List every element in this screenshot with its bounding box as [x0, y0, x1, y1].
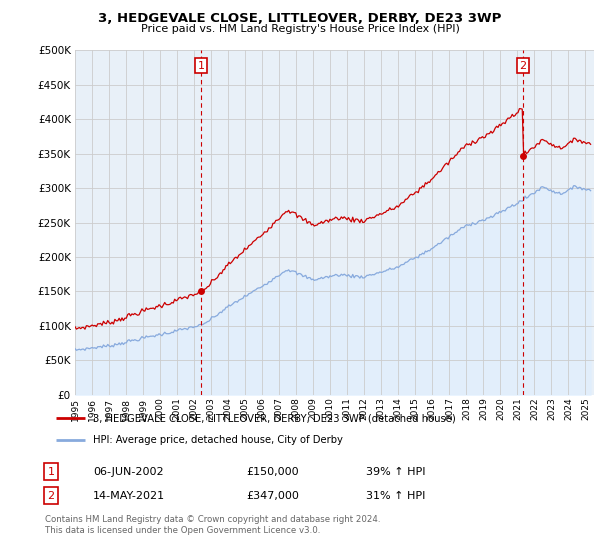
Text: Price paid vs. HM Land Registry's House Price Index (HPI): Price paid vs. HM Land Registry's House … [140, 24, 460, 34]
Text: 06-JUN-2002: 06-JUN-2002 [93, 466, 164, 477]
Text: 3, HEDGEVALE CLOSE, LITTLEOVER, DERBY, DE23 3WP: 3, HEDGEVALE CLOSE, LITTLEOVER, DERBY, D… [98, 12, 502, 25]
Text: 1: 1 [198, 60, 205, 71]
Text: 2: 2 [520, 60, 527, 71]
Text: £347,000: £347,000 [246, 491, 299, 501]
Text: 39% ↑ HPI: 39% ↑ HPI [366, 466, 425, 477]
Text: 14-MAY-2021: 14-MAY-2021 [93, 491, 165, 501]
Text: £150,000: £150,000 [246, 466, 299, 477]
Text: 1: 1 [47, 466, 55, 477]
Text: Contains HM Land Registry data © Crown copyright and database right 2024.: Contains HM Land Registry data © Crown c… [45, 515, 380, 524]
Text: This data is licensed under the Open Government Licence v3.0.: This data is licensed under the Open Gov… [45, 526, 320, 535]
Text: 3, HEDGEVALE CLOSE, LITTLEOVER, DERBY, DE23 3WP (detached house): 3, HEDGEVALE CLOSE, LITTLEOVER, DERBY, D… [92, 413, 455, 423]
Text: 31% ↑ HPI: 31% ↑ HPI [366, 491, 425, 501]
Text: HPI: Average price, detached house, City of Derby: HPI: Average price, detached house, City… [92, 435, 343, 445]
Text: 2: 2 [47, 491, 55, 501]
